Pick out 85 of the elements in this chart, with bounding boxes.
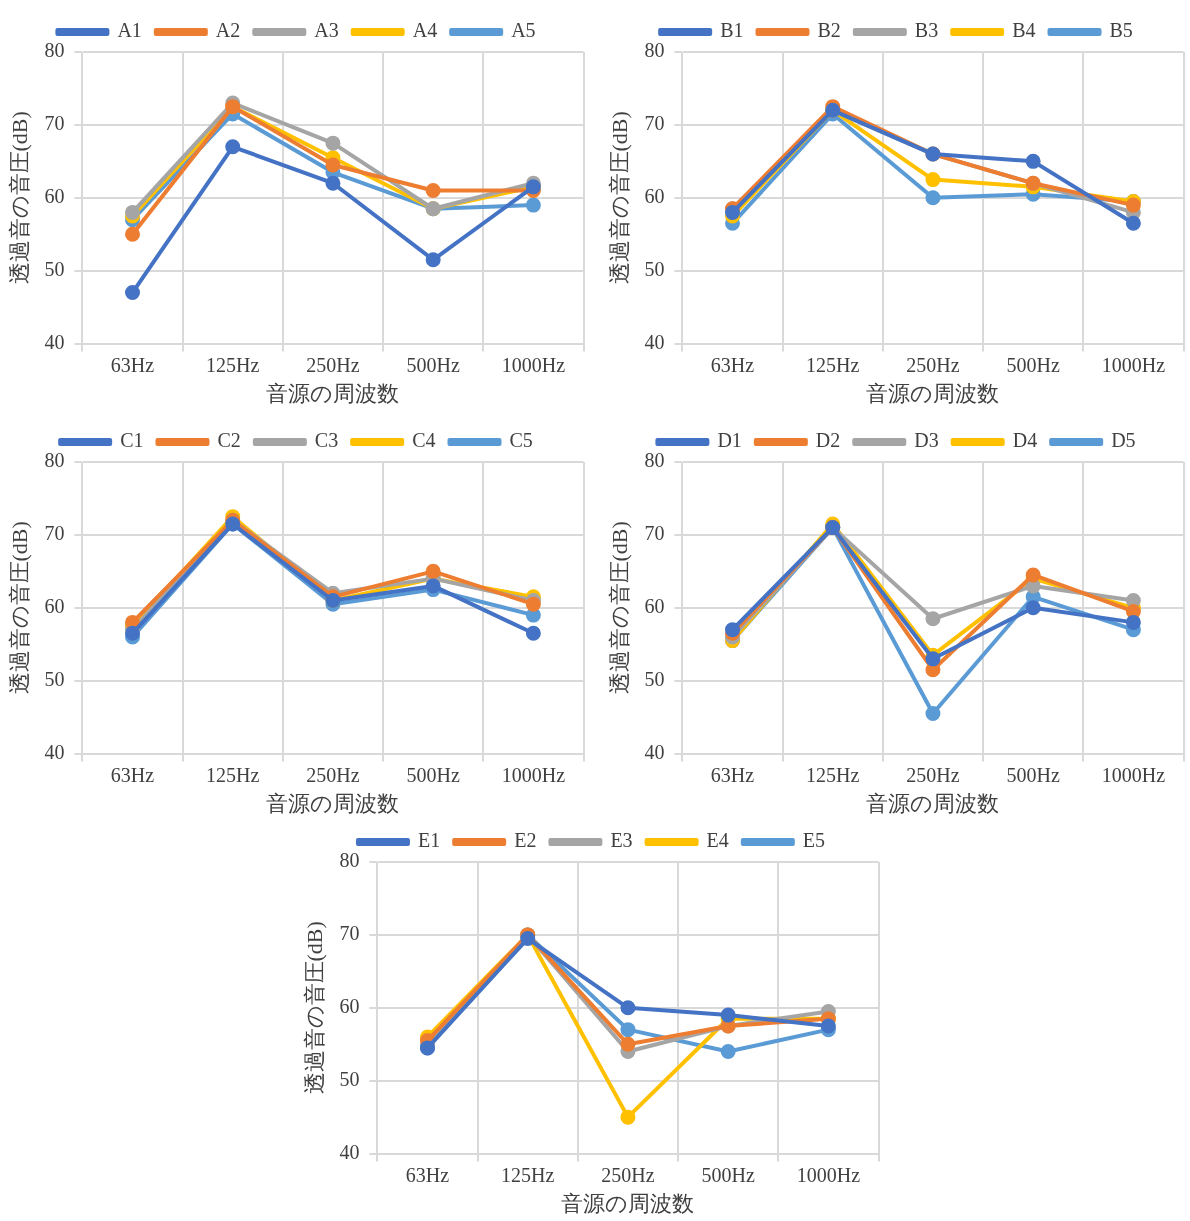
y-tick-label: 50 xyxy=(644,667,665,690)
y-tick-label: 40 xyxy=(644,330,665,353)
legend-label: E1 xyxy=(417,829,441,852)
legend-label: B5 xyxy=(1109,19,1133,42)
legend-label: E3 xyxy=(610,829,633,852)
legend-label: C1 xyxy=(120,429,144,452)
y-tick-label: 80 xyxy=(44,449,65,472)
x-tick-label: 1000Hz xyxy=(501,763,566,786)
x-tick-label: 63Hz xyxy=(110,353,155,376)
legend-label: B4 xyxy=(1012,19,1036,42)
legend-label: D1 xyxy=(717,429,742,452)
legend-label: C4 xyxy=(412,429,436,452)
legend-label: A3 xyxy=(314,19,339,42)
legend-label: A4 xyxy=(412,19,438,42)
x-tick-label: 500Hz xyxy=(1006,763,1060,786)
y-tick-label: 80 xyxy=(44,39,65,62)
x-axis-title: 音源の周波数 xyxy=(266,790,400,816)
y-tick-label: 50 xyxy=(644,257,665,280)
legend-label: D4 xyxy=(1012,429,1038,452)
legend-label: A5 xyxy=(511,19,536,42)
y-axis-title: 透過音の音圧(dB) xyxy=(6,111,32,285)
x-axis-title: 音源の周波数 xyxy=(866,790,1000,816)
x-tick-label: 1000Hz xyxy=(501,353,566,376)
y-tick-label: 80 xyxy=(644,449,665,472)
x-axis-title: 音源の周波数 xyxy=(866,380,1000,406)
x-tick-label: 500Hz xyxy=(701,1163,755,1186)
x-tick-label: 250Hz xyxy=(306,353,360,376)
legend-label: E5 xyxy=(802,829,826,852)
y-tick-label: 80 xyxy=(339,849,360,872)
y-tick-label: 70 xyxy=(339,922,360,945)
x-tick-label: 250Hz xyxy=(906,353,960,376)
x-tick-label: 1000Hz xyxy=(1101,353,1166,376)
x-tick-label: 63Hz xyxy=(110,763,155,786)
y-tick-label: 50 xyxy=(44,257,65,280)
legend-label: A2 xyxy=(215,19,241,42)
y-tick-label: 60 xyxy=(339,995,360,1018)
y-tick-label: 60 xyxy=(44,185,65,208)
x-tick-label: 125Hz xyxy=(206,763,260,786)
legend-label: B3 xyxy=(914,19,939,42)
legend-label: D2 xyxy=(815,429,841,452)
y-tick-label: 40 xyxy=(44,740,65,763)
x-tick-label: 63Hz xyxy=(710,763,755,786)
legend-label: B2 xyxy=(817,19,841,42)
y-tick-label: 70 xyxy=(644,112,665,135)
y-tick-label: 70 xyxy=(44,522,65,545)
y-axis-title: 透過音の音圧(dB) xyxy=(606,521,632,695)
y-tick-label: 40 xyxy=(339,1140,360,1163)
legend-label: B1 xyxy=(720,19,744,42)
x-tick-label: 125Hz xyxy=(806,763,860,786)
y-tick-label: 50 xyxy=(339,1067,360,1090)
x-tick-label: 250Hz xyxy=(906,763,960,786)
legend-label: E2 xyxy=(514,829,537,852)
legend-label: C2 xyxy=(217,429,241,452)
y-tick-label: 70 xyxy=(44,112,65,135)
y-tick-label: 50 xyxy=(44,667,65,690)
x-axis-title: 音源の周波数 xyxy=(266,380,400,406)
legend-label: D5 xyxy=(1111,429,1136,452)
x-axis-title: 音源の周波数 xyxy=(561,1190,695,1216)
y-tick-label: 70 xyxy=(644,522,665,545)
legend-label: D3 xyxy=(914,429,939,452)
y-tick-label: 60 xyxy=(644,185,665,208)
x-tick-label: 500Hz xyxy=(1006,353,1060,376)
legend-label: E4 xyxy=(706,829,729,852)
legend-label: C5 xyxy=(509,429,533,452)
y-tick-label: 60 xyxy=(644,595,665,618)
x-tick-label: 500Hz xyxy=(406,353,460,376)
y-tick-label: 80 xyxy=(644,39,665,62)
x-tick-label: 1000Hz xyxy=(796,1163,861,1186)
y-axis-title: 透過音の音圧(dB) xyxy=(6,521,32,695)
x-tick-label: 125Hz xyxy=(206,353,260,376)
y-axis-title: 透過音の音圧(dB) xyxy=(606,111,632,285)
x-tick-label: 500Hz xyxy=(406,763,460,786)
x-tick-label: 63Hz xyxy=(710,353,755,376)
legend-label: A1 xyxy=(117,19,142,42)
y-axis-title: 透過音の音圧(dB) xyxy=(301,921,327,1095)
y-tick-label: 40 xyxy=(644,740,665,763)
x-tick-label: 1000Hz xyxy=(1101,763,1166,786)
y-tick-label: 60 xyxy=(44,595,65,618)
legend-label: C3 xyxy=(314,429,339,452)
x-tick-label: 125Hz xyxy=(501,1163,555,1186)
x-tick-label: 125Hz xyxy=(806,353,860,376)
x-tick-label: 250Hz xyxy=(306,763,360,786)
x-tick-label: 63Hz xyxy=(405,1163,450,1186)
y-tick-label: 40 xyxy=(44,330,65,353)
x-tick-label: 250Hz xyxy=(601,1163,655,1186)
